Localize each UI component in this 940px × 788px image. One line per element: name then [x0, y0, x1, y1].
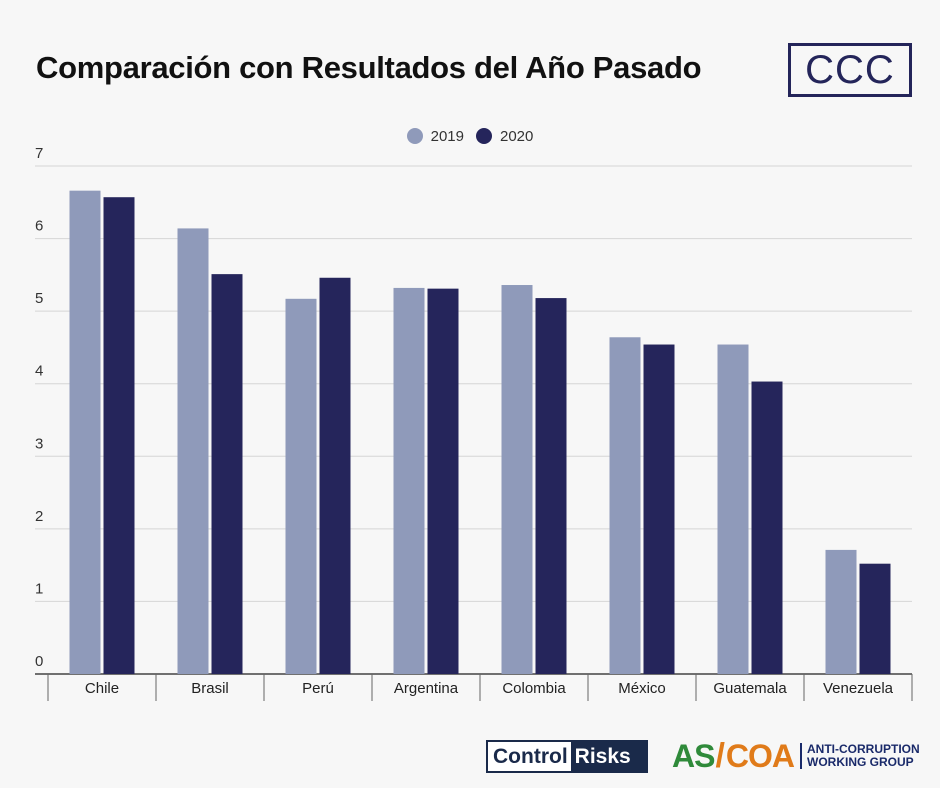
x-tick-label-argentina: Argentina — [394, 680, 459, 697]
x-tick-label-chile: Chile — [85, 680, 119, 697]
y-tick-label-5: 5 — [35, 290, 43, 307]
control-risks-logo-part2: Risks — [570, 742, 646, 771]
bar-2020-venezuela — [859, 563, 891, 674]
y-tick-label-1: 1 — [35, 580, 43, 597]
bar-2019-venezuela — [825, 549, 857, 674]
legend-item-2020: 2020 — [476, 128, 533, 145]
y-tick-label-6: 6 — [35, 218, 43, 235]
bar-2019-perú — [285, 298, 317, 674]
ascoa-logo-as: AS — [672, 737, 715, 774]
bar-2019-méxico — [609, 337, 641, 674]
bar-2020-guatemala — [751, 381, 783, 674]
y-tick-label-4: 4 — [35, 363, 43, 380]
bar-2020-colombia — [535, 298, 567, 674]
x-tick-label-brasil: Brasil — [191, 680, 229, 697]
bar-2019-guatemala — [717, 344, 749, 674]
bar-2019-chile — [69, 190, 101, 674]
legend-label-2019: 2019 — [430, 127, 464, 145]
ascoa-logo-coa: COA — [725, 737, 795, 774]
ascoa-logo-subtitle: ANTI-CORRUPTION WORKING GROUP — [800, 743, 920, 769]
legend-item-2019: 2019 — [406, 127, 464, 145]
bar-2020-argentina — [427, 288, 459, 674]
chart-title: Comparación con Resultados del Año Pasad… — [36, 50, 702, 85]
y-tick-label-7: 7 — [35, 145, 43, 162]
y-tick-label-3: 3 — [35, 435, 43, 452]
ascoa-logo-slash: / — [715, 736, 725, 775]
control-risks-logo-part1: Control — [488, 742, 571, 771]
x-tick-label-colombia: Colombia — [502, 680, 566, 697]
ccc-badge: CCC — [788, 43, 912, 97]
bar-2020-brasil — [211, 274, 243, 674]
bar-2020-perú — [319, 277, 351, 674]
legend-label-2020: 2020 — [500, 127, 534, 145]
ascoa-logo-line2: WORKING GROUP — [807, 755, 914, 769]
bar-2019-colombia — [501, 285, 533, 674]
control-risks-logo: Control Risks — [486, 740, 648, 773]
bar-2019-argentina — [393, 287, 425, 674]
x-tick-label-guatemala: Guatemala — [713, 680, 787, 697]
y-tick-label-2: 2 — [35, 508, 43, 525]
ascoa-logo-line1: ANTI-CORRUPTION — [807, 742, 920, 756]
x-tick-label-venezuela: Venezuela — [823, 680, 894, 697]
legend-swatch-2019 — [406, 128, 423, 144]
legend-swatch-2020 — [476, 128, 492, 144]
bar-2020-chile — [103, 197, 135, 674]
bar-2019-brasil — [177, 228, 209, 674]
x-tick-label-méxico: México — [618, 680, 666, 697]
ascoa-logo: AS / COA ANTI-CORRUPTION WORKING GROUP — [672, 736, 920, 775]
bar-2020-méxico — [643, 344, 675, 674]
x-tick-label-perú: Perú — [302, 680, 334, 697]
y-tick-label-0: 0 — [35, 653, 43, 670]
legend: 2019 2020 — [0, 126, 940, 146]
